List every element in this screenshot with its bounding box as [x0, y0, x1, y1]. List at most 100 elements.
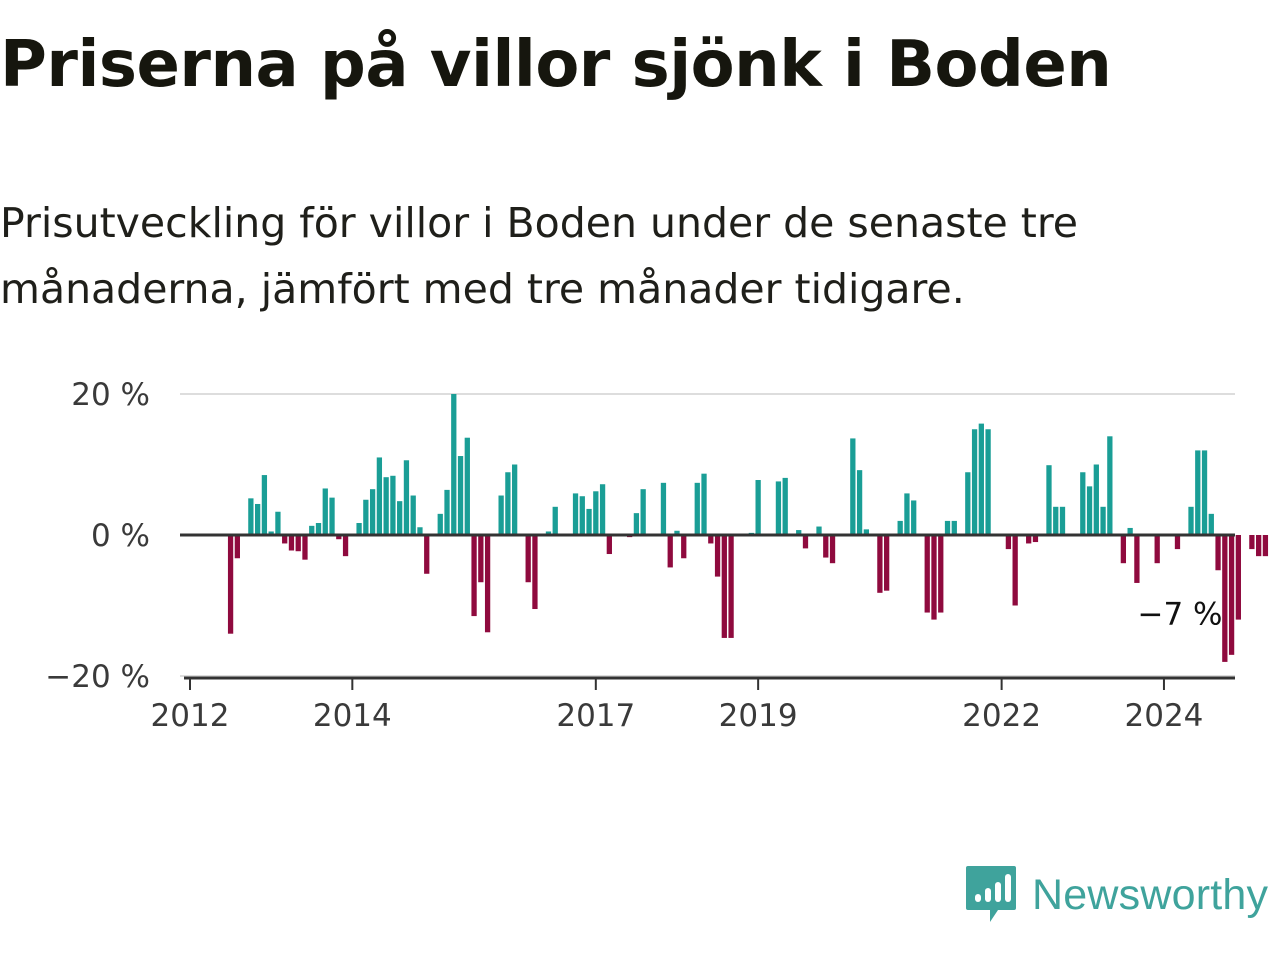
bar	[227, 535, 234, 634]
bar	[1195, 450, 1201, 535]
last-value-annotation: −7 %	[1137, 596, 1222, 632]
axes: 20 % 0 % −20 %2012 2014 2017 2019 2022 2024	[45, 377, 1235, 734]
bar	[1026, 535, 1032, 544]
bar	[1059, 506, 1066, 535]
chart-subtitle: Prisutveckling för villor i Boden under …	[0, 199, 1079, 313]
brand-name: Newsworthy	[1032, 870, 1269, 919]
bar	[451, 394, 457, 535]
bar	[505, 472, 511, 535]
bar	[383, 477, 389, 535]
bar	[1262, 535, 1269, 557]
bar	[417, 527, 423, 535]
bar	[282, 535, 288, 544]
y-tick-label: 20 %	[71, 377, 150, 413]
bar	[1154, 535, 1160, 564]
y-tick-label: 0 %	[91, 518, 150, 554]
bar	[255, 503, 261, 535]
bar	[728, 535, 734, 638]
bar	[268, 531, 274, 535]
bar	[1080, 472, 1086, 535]
bar	[478, 535, 484, 583]
bar	[1188, 506, 1194, 535]
bar	[1046, 465, 1052, 535]
x-tick-label: 2024	[1125, 698, 1204, 734]
bar	[309, 525, 315, 535]
bar	[369, 489, 376, 535]
bar	[877, 535, 883, 593]
bar	[1208, 513, 1214, 535]
bar	[464, 437, 470, 535]
bar	[302, 535, 308, 560]
bar	[1215, 535, 1221, 571]
bar	[457, 456, 464, 535]
bar	[342, 535, 349, 557]
x-tick-label: 2017	[556, 698, 635, 734]
bar	[403, 460, 410, 535]
bar	[640, 489, 646, 535]
bar	[376, 457, 383, 535]
bar	[856, 470, 863, 535]
bar	[951, 520, 957, 535]
bar	[484, 535, 491, 633]
bar	[424, 535, 430, 574]
bar	[390, 475, 396, 535]
bar	[261, 475, 268, 535]
bar	[863, 529, 869, 535]
bar	[1053, 506, 1059, 535]
bar	[1120, 535, 1127, 564]
newsworthy-logo: Newsworthy	[964, 864, 1268, 926]
bar	[782, 477, 788, 535]
bar	[708, 535, 714, 544]
bar	[586, 508, 592, 535]
bar	[924, 535, 930, 613]
bar	[336, 535, 342, 540]
bar	[295, 535, 301, 552]
bar	[363, 499, 369, 535]
bar	[884, 535, 890, 591]
bar	[823, 535, 829, 558]
bar	[471, 535, 477, 617]
bar	[829, 535, 836, 564]
bar	[1235, 535, 1241, 620]
bar	[796, 530, 802, 535]
bar	[721, 535, 727, 638]
bar	[674, 530, 680, 535]
bar	[701, 473, 707, 535]
bar	[1174, 535, 1181, 550]
bar	[1201, 450, 1208, 535]
bar	[437, 513, 443, 535]
bar	[444, 489, 450, 535]
gridlines	[180, 393, 1235, 677]
bar	[904, 493, 910, 535]
x-tick-label: 2014	[313, 698, 392, 734]
newsworthy-logo-icon	[966, 866, 1016, 922]
bar	[1086, 486, 1093, 535]
x-tick-label: 2022	[962, 698, 1041, 734]
bar	[593, 491, 599, 535]
bar	[802, 535, 809, 549]
bar	[1093, 464, 1099, 535]
bar	[410, 495, 416, 535]
bar	[660, 482, 667, 535]
bar	[315, 523, 322, 535]
bar	[1134, 535, 1140, 583]
bar	[850, 438, 856, 535]
bar-series	[227, 394, 1269, 662]
bar	[525, 535, 531, 583]
bar	[322, 488, 328, 535]
bar	[931, 535, 937, 620]
bar	[714, 535, 721, 577]
bar	[1012, 535, 1018, 606]
bar	[816, 526, 822, 535]
bar	[944, 520, 951, 535]
bar	[1127, 527, 1133, 535]
bar	[1032, 535, 1039, 543]
bar	[532, 535, 538, 610]
bar	[234, 535, 240, 559]
bar	[965, 472, 971, 535]
bar	[971, 429, 978, 535]
bar	[1107, 436, 1113, 535]
bar	[329, 497, 335, 535]
bar	[755, 480, 761, 535]
